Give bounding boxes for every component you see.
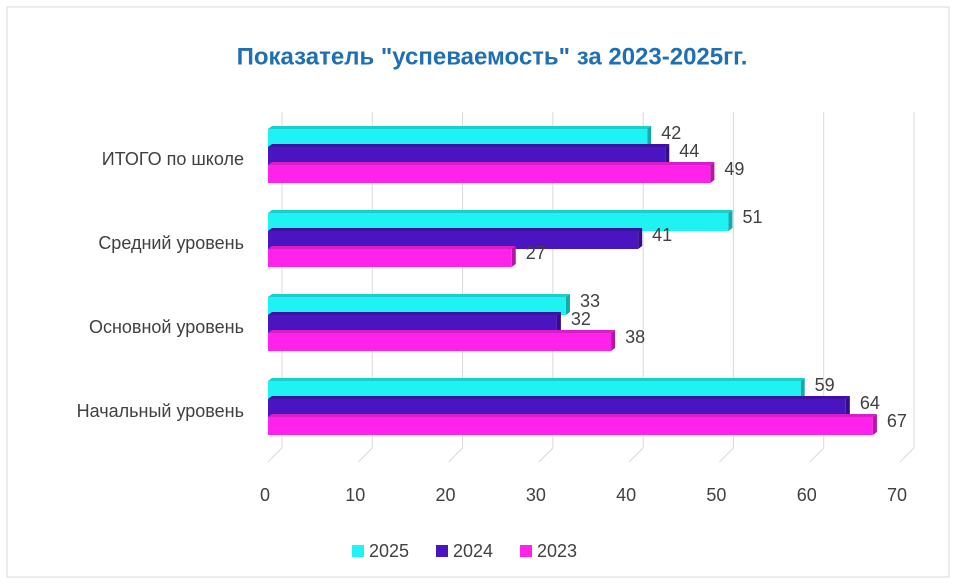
- x-tick-label: 20: [436, 485, 456, 505]
- grid-floor-line: [538, 447, 554, 463]
- bar-side: [556, 312, 561, 333]
- bar-side: [845, 396, 850, 417]
- value-label: 51: [742, 207, 762, 227]
- bar-top: [268, 414, 877, 417]
- bar: [268, 249, 512, 267]
- bar-top: [268, 162, 715, 165]
- legend-swatch: [436, 545, 448, 557]
- bar-side: [710, 162, 715, 183]
- bar: [268, 333, 612, 351]
- bar-top: [268, 126, 652, 129]
- bar-top: [268, 330, 616, 333]
- value-label: 42: [661, 123, 681, 143]
- legend-swatch: [520, 545, 532, 557]
- x-tick-label: 10: [345, 485, 365, 505]
- y-tick-label: Начальный уровень: [77, 401, 244, 421]
- bar-top: [268, 396, 850, 399]
- chart-frame: [6, 6, 950, 578]
- bar-top: [268, 144, 670, 147]
- grid-floor-line: [267, 447, 283, 463]
- bar-side: [647, 126, 652, 147]
- chart-title: Показатель "успеваемость" за 2023-2025гг…: [237, 43, 748, 70]
- bar: [268, 381, 801, 399]
- value-label: 44: [679, 141, 699, 161]
- grid-floor-line: [628, 447, 644, 463]
- bar-side: [728, 210, 733, 231]
- grid-floor-line: [809, 447, 825, 463]
- bar-top: [268, 378, 805, 381]
- value-label: 49: [724, 159, 744, 179]
- bar: [268, 231, 639, 249]
- x-tick-label: 60: [797, 485, 817, 505]
- bar-top: [268, 294, 570, 297]
- bar: [268, 147, 666, 165]
- bar-side: [800, 378, 805, 399]
- bar-top: [268, 228, 643, 231]
- bar-top: [268, 210, 733, 213]
- legend-label: 2023: [537, 541, 577, 561]
- y-tick-label: ИТОГО по школе: [102, 149, 244, 169]
- legend-label: 2025: [369, 541, 409, 561]
- y-tick-label: Средний уровень: [98, 233, 244, 253]
- x-tick-label: 70: [887, 485, 907, 505]
- bar-top: [268, 246, 516, 249]
- x-tick-label: 40: [616, 485, 636, 505]
- bar: [268, 129, 648, 147]
- value-label: 32: [571, 309, 591, 329]
- bar-side: [665, 144, 670, 165]
- x-tick-label: 30: [526, 485, 546, 505]
- grid-floor-line: [719, 447, 734, 463]
- x-tick-label: 50: [706, 485, 726, 505]
- value-label: 67: [887, 411, 907, 431]
- bar-side: [611, 330, 616, 351]
- x-tick-label: 0: [260, 485, 270, 505]
- legend-swatch: [352, 545, 364, 557]
- bar-side: [565, 294, 570, 315]
- bar: [268, 399, 846, 417]
- grid-floor-line: [899, 447, 915, 463]
- grid-floor-line: [448, 447, 463, 463]
- bar: [268, 165, 711, 183]
- value-label: 41: [652, 225, 672, 245]
- bar-side: [511, 246, 516, 267]
- bar: [268, 417, 873, 435]
- legend-label: 2024: [453, 541, 493, 561]
- value-label: 33: [580, 291, 600, 311]
- bar-side: [872, 414, 877, 435]
- y-tick-label: Основной уровень: [89, 317, 244, 337]
- bar-side: [638, 228, 643, 249]
- grid-floor-line: [357, 447, 373, 463]
- bar: [268, 297, 566, 315]
- value-label: 64: [860, 393, 880, 413]
- bar: [268, 315, 557, 333]
- bar-top: [268, 312, 561, 315]
- value-label: 59: [815, 375, 835, 395]
- bar: [268, 213, 729, 231]
- value-label: 38: [625, 327, 645, 347]
- value-label: 27: [526, 243, 546, 263]
